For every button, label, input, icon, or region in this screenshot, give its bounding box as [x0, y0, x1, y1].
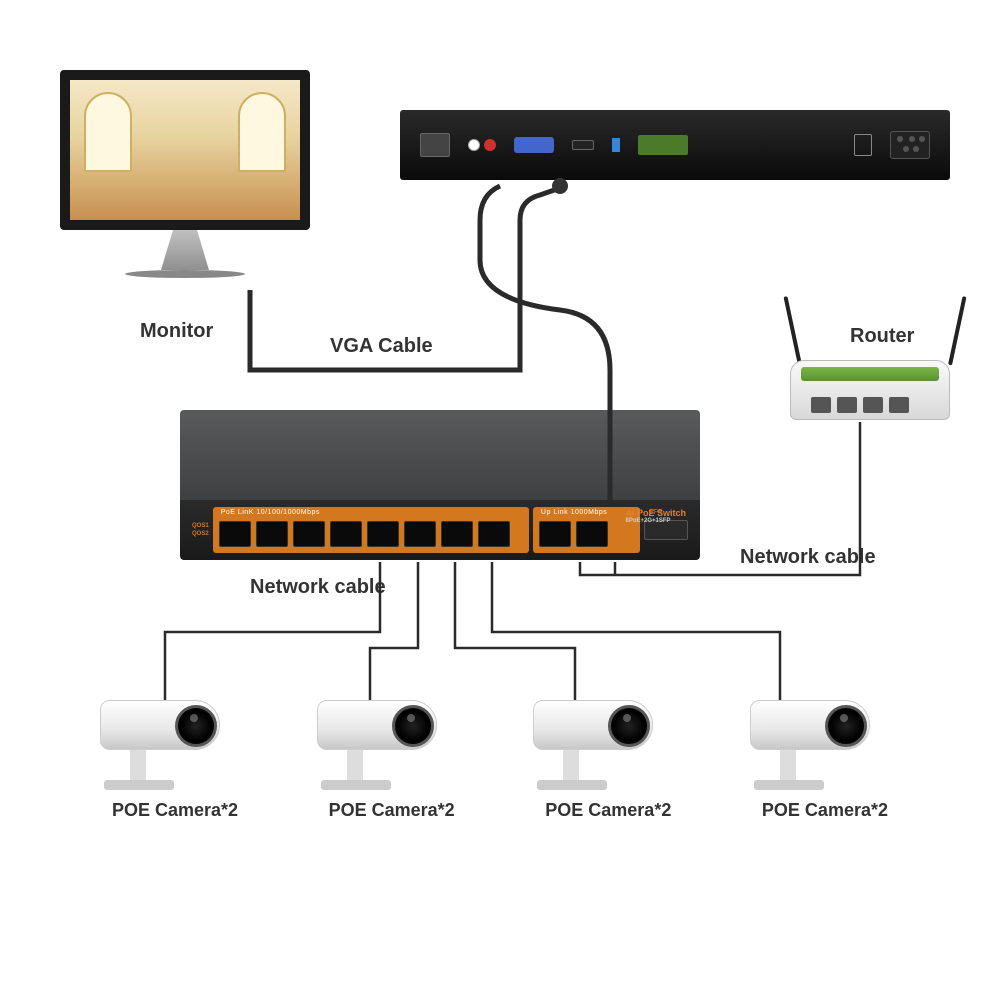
camera-lens-icon	[392, 705, 434, 747]
camera-label: POE Camera*2	[533, 800, 683, 821]
poe-port	[219, 521, 251, 547]
qos2-label: QOS2	[192, 531, 209, 537]
router-antenna-left	[783, 296, 801, 365]
switch-brand: AI PoE Switch 8PoE+2G+1SFP	[625, 508, 686, 524]
nvr-power-socket	[890, 131, 930, 159]
uplink-panel-text: Up Link 1000Mbps	[541, 509, 607, 516]
monitor-stand	[155, 230, 215, 270]
switch-chassis-top	[180, 410, 700, 500]
router-body	[790, 360, 950, 420]
router-antenna-right	[948, 296, 966, 365]
poe-port	[441, 521, 473, 547]
router-label: Router	[850, 325, 914, 348]
poe-panel-text: PoE LinK 10/100/1000Mbps	[221, 509, 320, 516]
switch-poe-panel: PoE LinK 10/100/1000Mbps	[213, 507, 529, 553]
poe-port	[478, 521, 510, 547]
switch-front-panel: QOS1 QOS2 PoE LinK 10/100/1000Mbps Up Li…	[180, 500, 700, 560]
monitor-device	[60, 70, 310, 278]
network-cable-label-left: Network cable	[250, 576, 386, 599]
poe-port	[367, 521, 399, 547]
poe-port	[330, 521, 362, 547]
router-ports	[811, 397, 909, 413]
monitor-base	[125, 270, 245, 278]
uplink-port	[539, 521, 571, 547]
nvr-switch	[854, 134, 872, 156]
router-device	[790, 360, 960, 420]
camera-row: POE Camera*2 POE Camera*2 POE Camera*2 P…	[100, 700, 900, 821]
camera-lens-icon	[608, 705, 650, 747]
router-led-strip	[801, 367, 939, 381]
network-cable-label-right: Network cable	[740, 546, 876, 569]
vga-cable-label: VGA Cable	[330, 335, 433, 358]
poe-camera: POE Camera*2	[317, 700, 467, 821]
camera-lens-icon	[825, 705, 867, 747]
qos1-label: QOS1	[192, 523, 209, 529]
switch-uplink-panel: Up Link 1000Mbps	[533, 507, 640, 553]
camera-label: POE Camera*2	[750, 800, 900, 821]
poe-switch-device: QOS1 QOS2 PoE LinK 10/100/1000Mbps Up Li…	[180, 410, 700, 560]
nvr-lan-port	[420, 133, 450, 157]
nvr-vga-port	[514, 137, 554, 153]
poe-camera: POE Camera*2	[100, 700, 250, 821]
poe-port	[256, 521, 288, 547]
camera-lens-icon	[175, 705, 217, 747]
switch-brand-text: AI PoE Switch	[625, 508, 686, 518]
monitor-label: Monitor	[140, 320, 213, 343]
nvr-device	[400, 110, 950, 180]
camera-label: POE Camera*2	[100, 800, 250, 821]
room-window-left	[84, 92, 132, 172]
nvr-terminal-block	[638, 135, 688, 155]
room-window-right	[238, 92, 286, 172]
switch-brand-sub: 8PoE+2G+1SFP	[625, 518, 686, 524]
monitor-screen	[60, 70, 310, 230]
poe-port	[404, 521, 436, 547]
uplink-port	[576, 521, 608, 547]
nvr-hdmi-port	[572, 140, 594, 150]
poe-camera: POE Camera*2	[750, 700, 900, 821]
nvr-usb-port	[612, 138, 620, 152]
nvr-audio-ports	[468, 139, 496, 151]
camera-label: POE Camera*2	[317, 800, 467, 821]
poe-port	[293, 521, 325, 547]
poe-camera: POE Camera*2	[533, 700, 683, 821]
